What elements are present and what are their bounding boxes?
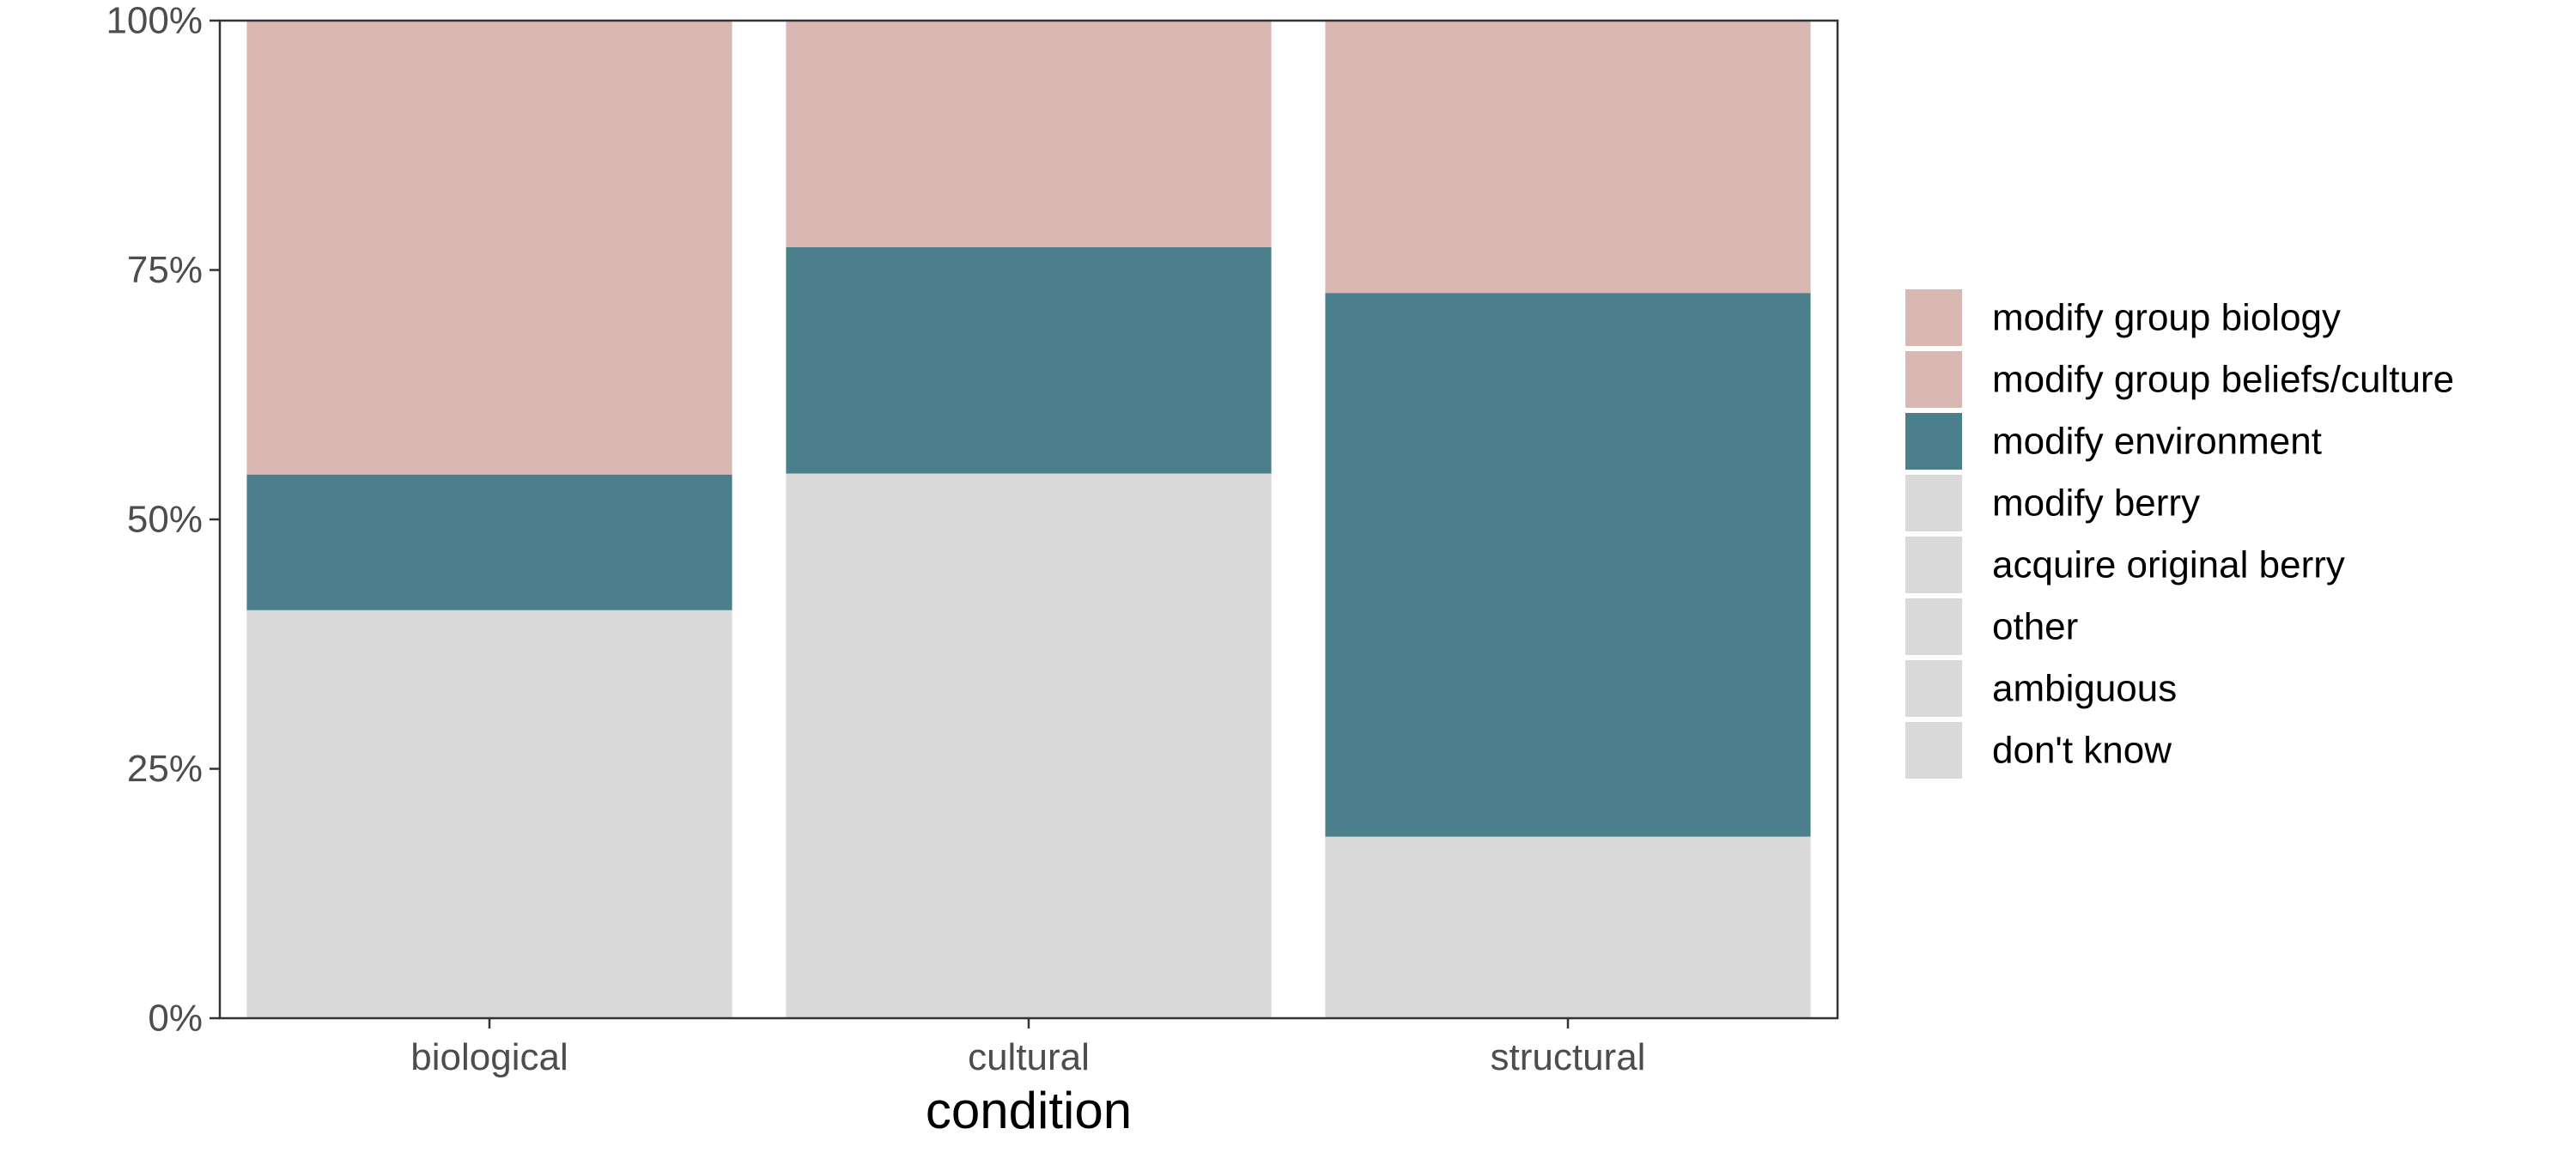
bars-layer	[246, 21, 1811, 1018]
bar-structural-modify-environment	[1325, 293, 1811, 837]
y-tick-label: 50%	[127, 499, 203, 541]
legend-label-modify-group-beliefs-culture: modify group beliefs/culture	[1992, 359, 2454, 401]
legend-label-other: other	[1992, 606, 2078, 648]
bar-structural-modify-group-beliefs-culture	[1325, 21, 1811, 294]
legend-label-acquire-original-berry: acquire original berry	[1992, 544, 2345, 586]
legend-label-modify-environment: modify environment	[1992, 421, 2322, 463]
x-axis-title: condition	[926, 1082, 1132, 1139]
bar-cultural-modify-environment	[786, 246, 1272, 474]
y-tick-label: 25%	[127, 748, 203, 790]
bar-cultural-modify-group-beliefs-culture	[786, 21, 1272, 247]
legend-label-ambiguous: ambiguous	[1992, 668, 2177, 710]
bar-biological-modify-environment	[246, 474, 732, 610]
legend-key-ambiguous	[1904, 658, 1964, 719]
y-tick-label: 0%	[148, 998, 203, 1040]
legend-key-modify-group-biology	[1904, 288, 1964, 348]
legend-key-don-t-know	[1904, 720, 1964, 780]
legend: modify group biology modify group beliefs…	[1904, 288, 2454, 780]
legend-label-modify-berry: modify berry	[1992, 482, 2200, 525]
legend-key-acquire-original-berry	[1904, 535, 1964, 595]
x-tick-label: biological	[410, 1036, 568, 1078]
y-tick-label: 100%	[106, 0, 203, 42]
legend-key-modify-berry	[1904, 473, 1964, 533]
legend-key-other	[1904, 597, 1964, 657]
x-tick-label: cultural	[968, 1036, 1090, 1078]
bar-structural-modify-berry	[1325, 836, 1811, 1018]
x-axis: biological cultural structural	[410, 1018, 1645, 1078]
legend-key-modify-environment	[1904, 411, 1964, 471]
legend-key-modify-group-beliefs-culture	[1904, 349, 1964, 410]
legend-label-don-t-know: don't know	[1992, 730, 2172, 772]
x-tick-label: structural	[1491, 1036, 1646, 1078]
y-axis: 0% 25% 50% 75% 100%	[106, 0, 220, 1040]
y-tick-label: 75%	[127, 249, 203, 291]
legend-label-modify-group-biology: modify group biology	[1992, 297, 2341, 339]
bar-cultural-modify-berry	[786, 473, 1272, 1018]
bar-biological-modify-berry	[246, 610, 732, 1018]
bar-biological-modify-group-beliefs-culture	[246, 21, 732, 475]
